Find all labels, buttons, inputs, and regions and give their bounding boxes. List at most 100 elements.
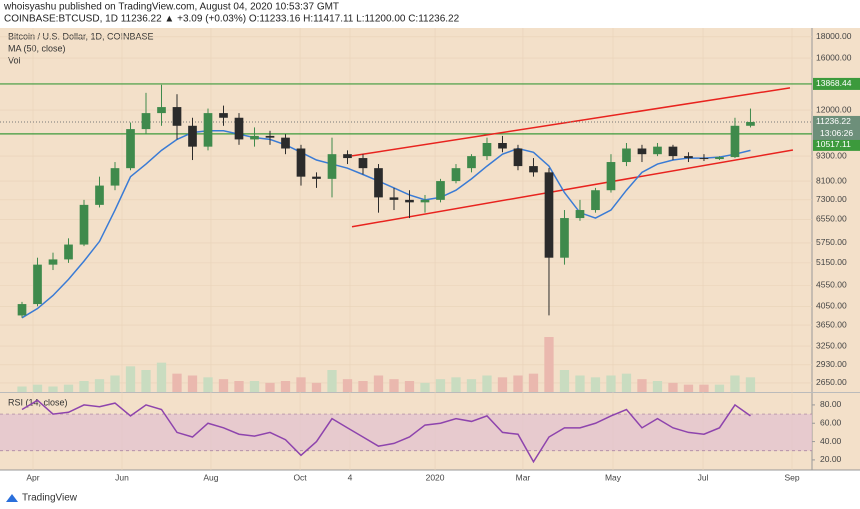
volume-bar xyxy=(110,375,120,392)
y-tick-label: 8100.00 xyxy=(816,175,847,185)
volume-label: Vol xyxy=(8,55,21,65)
candle-body xyxy=(48,259,58,265)
candle-body xyxy=(157,107,166,114)
candle-body xyxy=(281,137,290,149)
x-tick-label: Sep xyxy=(784,472,799,482)
volume-bar xyxy=(63,384,74,392)
volume-bar xyxy=(420,382,430,392)
y-tick-label: 16000.00 xyxy=(816,52,852,62)
volume-bar xyxy=(389,379,399,392)
candle-body xyxy=(622,148,631,163)
volume-bar xyxy=(482,375,492,392)
candle-body xyxy=(591,190,600,211)
candle-body xyxy=(389,197,399,200)
candle-body xyxy=(544,172,554,258)
x-tick-label: Jun xyxy=(115,472,129,482)
footer-brand: TradingView xyxy=(22,493,78,504)
volume-bar xyxy=(172,373,182,392)
volume-bar xyxy=(187,375,198,392)
x-tick-label: Apr xyxy=(26,472,39,482)
volume-bar xyxy=(466,379,477,392)
last-price-box xyxy=(813,115,860,140)
y-tick-label: 5750.00 xyxy=(816,237,847,247)
candle-body xyxy=(219,113,228,118)
candle-body xyxy=(126,129,135,169)
trendline xyxy=(351,149,794,228)
volume-bar xyxy=(435,379,446,392)
volume-bar xyxy=(94,379,105,392)
volume-bar xyxy=(218,379,229,392)
y-tick-label: 2930.00 xyxy=(816,359,847,369)
candle-body xyxy=(17,304,27,316)
rsi-tick-label: 80.00 xyxy=(820,399,842,409)
candle-body xyxy=(653,146,662,155)
x-tick-label: 4 xyxy=(348,472,353,482)
x-tick-label: Oct xyxy=(293,472,307,482)
candle-body xyxy=(250,135,259,140)
candle-body xyxy=(451,168,461,182)
candle-body xyxy=(312,176,321,179)
volume-bar xyxy=(32,384,43,392)
volume-bar xyxy=(358,381,368,392)
symbol-info: COINBASE:BTCUSD, 1D 11236.22 ▲ +3.09 (+0… xyxy=(4,14,460,25)
volume-bar xyxy=(249,381,260,392)
volume-bar xyxy=(683,384,694,392)
volume-bar xyxy=(141,370,151,392)
volume-bar xyxy=(373,375,384,392)
volume-bar xyxy=(234,381,244,392)
volume-bar xyxy=(714,384,725,392)
candle-body xyxy=(33,264,42,305)
candle-body xyxy=(498,143,507,149)
candle-body xyxy=(141,113,151,130)
volume-bar xyxy=(730,375,740,392)
candle-body xyxy=(327,154,337,179)
y-tick-label: 3250.00 xyxy=(816,340,847,350)
volume-bar xyxy=(296,377,306,392)
level-label-box xyxy=(813,138,860,151)
y-tick-label: 3650.00 xyxy=(816,319,847,329)
candle-body xyxy=(715,157,724,160)
candle-body xyxy=(110,168,120,186)
chart-title: Bitcoin / U.S. Dollar, 1D, COINBASE xyxy=(8,31,154,41)
volume-bar xyxy=(637,379,647,392)
candle-body xyxy=(188,125,197,147)
level-label-box xyxy=(813,77,860,90)
candle-body xyxy=(436,181,445,200)
volume-bar xyxy=(668,382,678,392)
countdown: 13:06:26 xyxy=(820,128,853,138)
volume-bar xyxy=(327,370,337,392)
candle-body xyxy=(684,156,693,159)
volume-bar xyxy=(265,382,275,392)
volume-bar xyxy=(311,382,322,392)
volume-bar xyxy=(606,375,616,392)
rsi-tick-label: 40.00 xyxy=(820,436,842,446)
volume-bar xyxy=(513,375,523,392)
volume-bar xyxy=(575,375,585,392)
plot-background xyxy=(0,28,812,470)
candle-body xyxy=(420,199,430,203)
candle-body xyxy=(560,218,569,258)
volume-bar xyxy=(203,377,213,392)
last-price-label: 11236.22 xyxy=(816,116,851,126)
candle-body xyxy=(529,166,538,173)
candle-body xyxy=(296,148,306,177)
y-tick-label: 9300.00 xyxy=(816,150,847,160)
candle-body xyxy=(374,168,383,198)
candle-body xyxy=(79,204,89,245)
x-tick-label: Jul xyxy=(698,472,709,482)
level-label: 13868.44 xyxy=(816,78,852,88)
candle-body xyxy=(95,185,104,205)
candle-body xyxy=(172,107,182,126)
rsi-tick-label: 60.00 xyxy=(820,418,842,428)
volume-bar xyxy=(745,377,756,392)
volume-bar xyxy=(590,377,601,392)
volume-bar xyxy=(280,381,291,392)
candle-body xyxy=(637,148,647,155)
rsi-line xyxy=(21,399,751,464)
ma-label: MA (50, close) xyxy=(8,43,66,53)
y-tick-label: 4550.00 xyxy=(816,280,847,290)
volume-bar xyxy=(404,381,415,392)
candle-body xyxy=(730,125,740,158)
rsi-tick-label: 20.00 xyxy=(820,454,842,464)
